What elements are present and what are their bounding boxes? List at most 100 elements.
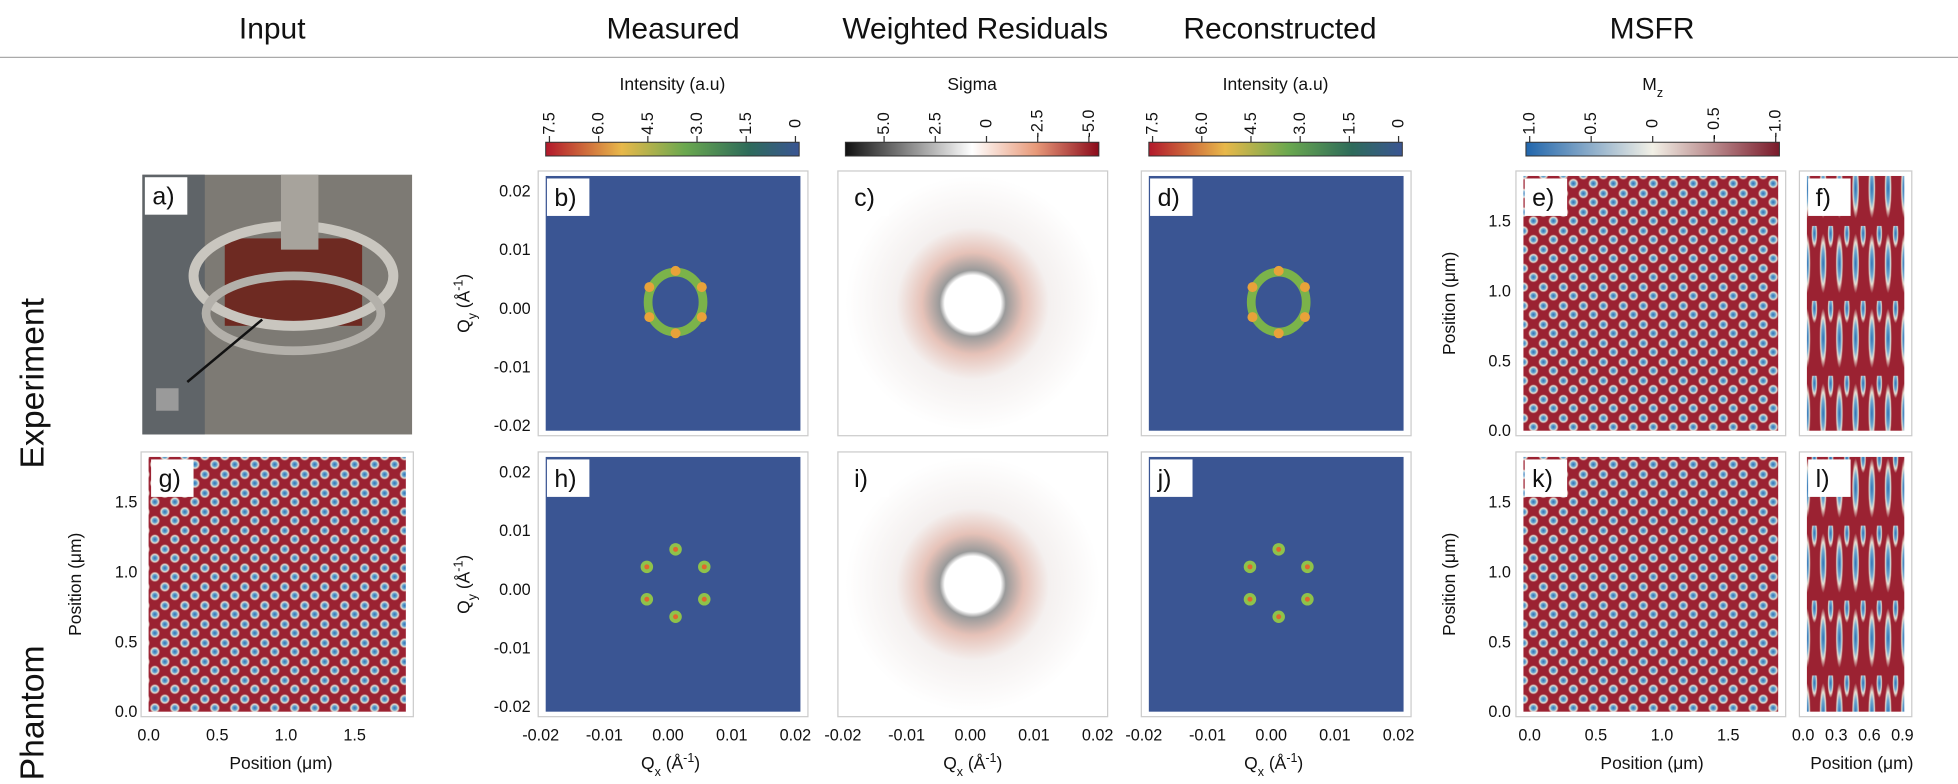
x-axis-label: Position (μm) xyxy=(1600,753,1703,773)
diffraction-peak xyxy=(1299,312,1310,323)
y-axis-label-part: ) xyxy=(454,274,474,280)
y-tick-label: 0.00 xyxy=(499,300,531,318)
panel-label-box xyxy=(1150,459,1193,497)
y-tick-label: 1.0 xyxy=(1488,563,1511,581)
colorbar xyxy=(545,141,800,157)
colorbar-tick-label: 0.5 xyxy=(1582,112,1600,135)
x-axis-label-part: Q xyxy=(943,753,957,773)
colorbar-tick-label: 6.0 xyxy=(590,112,608,135)
x-tick-label: 0.9 xyxy=(1891,726,1914,744)
y-tick-label: 0.0 xyxy=(1488,422,1511,440)
y-axis-label: Position (μm) xyxy=(1439,252,1459,355)
photo xyxy=(142,174,413,435)
panel-label-box xyxy=(846,459,890,497)
axes-frame xyxy=(1515,170,1787,437)
diffraction-map xyxy=(1148,175,1404,431)
x-axis-label-part: ) xyxy=(1297,753,1303,773)
diffraction-peak xyxy=(696,282,707,293)
diffraction-peak-core xyxy=(673,614,679,620)
x-axis-label-part: Q xyxy=(1244,753,1258,773)
y-axis-label-part: Q xyxy=(454,600,474,614)
x-tick-label: 0.0 xyxy=(137,726,160,744)
panel-label-box xyxy=(1524,459,1568,497)
x-tick-label: 1.5 xyxy=(1717,726,1740,744)
x-axis-label-part: -1 xyxy=(985,751,996,765)
y-tick-label: -0.02 xyxy=(494,417,531,435)
panel-label-box xyxy=(546,459,590,497)
y-axis-label-part: -1 xyxy=(452,280,466,291)
column-title: Reconstructed xyxy=(1183,13,1376,46)
x-tick-label: -0.01 xyxy=(586,726,623,744)
diffraction-peak-core xyxy=(644,596,650,602)
colorbar-tick-label: 3.0 xyxy=(688,112,706,135)
panel-label: b) xyxy=(554,184,576,212)
y-axis-label-part: y xyxy=(466,312,480,319)
x-axis-label-part: x xyxy=(655,765,662,779)
y-axis-label: Position (μm) xyxy=(65,533,85,636)
colorbar-tick-label: 3.0 xyxy=(1291,112,1309,135)
axes-frame xyxy=(140,451,414,718)
colorbar-tick-label: 1.5 xyxy=(1340,112,1358,135)
y-tick-label: 0.5 xyxy=(1488,352,1511,370)
x-tick-label: 0.01 xyxy=(1018,726,1050,744)
stripe-map xyxy=(1806,175,1905,431)
x-tick-label: 1.5 xyxy=(343,726,366,744)
diffraction-peak-core xyxy=(1304,596,1310,602)
panel-label-box xyxy=(546,178,590,216)
panel-label-box xyxy=(144,177,188,215)
x-axis-label: Position (μm) xyxy=(229,753,332,773)
panel-label: f) xyxy=(1816,184,1831,212)
x-axis-label-part: Q xyxy=(641,753,655,773)
panel-label-box xyxy=(151,459,194,497)
diffraction-peak-core xyxy=(1247,564,1253,570)
colorbar-title-part: z xyxy=(1657,86,1663,100)
colorbar-title: Mz xyxy=(1642,74,1663,100)
diffraction-map xyxy=(545,456,801,712)
panel-label: k) xyxy=(1532,465,1553,493)
colorbar-tick-label: 1.5 xyxy=(737,112,755,135)
colorbar-title-part: M xyxy=(1642,74,1657,94)
panel-label-box xyxy=(1524,178,1568,216)
panel-label: e) xyxy=(1532,184,1554,212)
panel-label-box xyxy=(1808,178,1851,216)
y-tick-label: 1.0 xyxy=(1488,282,1511,300)
y-axis-label: Position (μm) xyxy=(1439,533,1459,636)
colorbar-tick-label: 1.0 xyxy=(1521,112,1539,135)
y-axis-label-part: (Å xyxy=(454,290,474,313)
y-tick-label: 0.0 xyxy=(115,703,138,721)
stripe-map xyxy=(1806,456,1905,712)
x-axis-label-part: x xyxy=(1258,765,1265,779)
colorbar-tick-label: -5.0 xyxy=(1080,110,1098,138)
column-title: Measured xyxy=(606,13,739,46)
x-tick-label: 0.5 xyxy=(206,726,229,744)
x-tick-label: 0.3 xyxy=(1825,726,1848,744)
axes-frame xyxy=(537,451,809,718)
diffraction-peak-core xyxy=(1276,614,1282,620)
y-axis-label-part: -1 xyxy=(452,561,466,572)
diffraction-peak xyxy=(644,312,655,323)
domain-map xyxy=(1523,456,1779,712)
colorbar-tick-label: - 0.5 xyxy=(1705,107,1723,139)
diffraction-map xyxy=(545,175,801,431)
panel-label: g) xyxy=(159,465,181,493)
y-tick-label: 0.0 xyxy=(1488,703,1511,721)
column-title: Weighted Residuals xyxy=(842,13,1108,46)
x-tick-label: 0.02 xyxy=(780,726,812,744)
row-title: Experiment xyxy=(14,297,52,468)
x-axis-label: Qx (Å-1) xyxy=(1244,751,1303,779)
x-axis-label-part: (Å xyxy=(963,753,986,773)
colorbar xyxy=(844,141,1100,157)
y-tick-label: 0.5 xyxy=(1488,633,1511,651)
x-tick-label: 1.0 xyxy=(1651,726,1674,744)
x-tick-label: -0.02 xyxy=(824,726,861,744)
diffraction-peak xyxy=(696,312,707,323)
diffraction-peak-core xyxy=(1304,564,1310,570)
x-tick-label: 1.0 xyxy=(275,726,298,744)
y-tick-label: 1.0 xyxy=(115,563,138,581)
column-title: MSFR xyxy=(1610,13,1695,46)
panel-label: j) xyxy=(1157,465,1172,493)
x-tick-label: 0.01 xyxy=(1319,726,1351,744)
diffraction-peak-core xyxy=(644,564,650,570)
